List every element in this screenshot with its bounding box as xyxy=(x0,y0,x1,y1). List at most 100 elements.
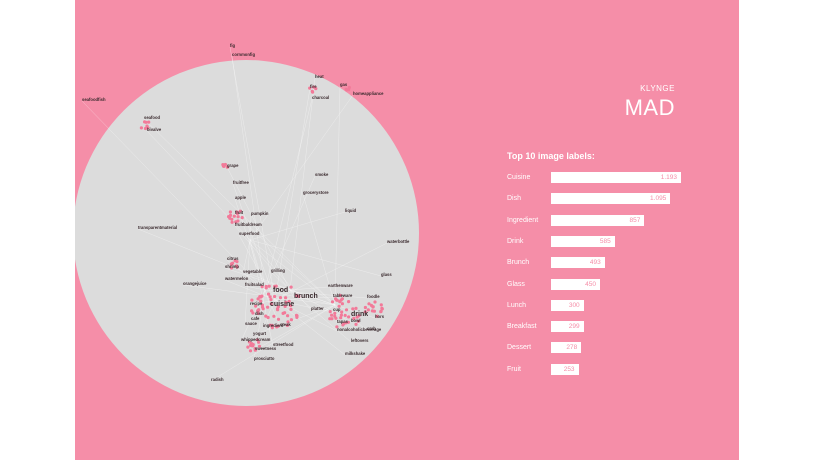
network-node xyxy=(330,313,334,317)
network-node xyxy=(144,120,148,124)
bar-category-label: Cuisine xyxy=(507,174,531,181)
network-label: heat xyxy=(315,74,324,79)
network-node xyxy=(338,293,342,298)
network-edge xyxy=(81,100,266,291)
bar: 300 xyxy=(551,299,584,311)
network-node xyxy=(278,296,283,300)
network-node xyxy=(328,317,332,321)
network-node xyxy=(308,86,312,90)
network-label: hors xyxy=(375,314,385,319)
network-label: sauce xyxy=(245,321,258,326)
network-label: tapas xyxy=(337,319,349,324)
brand-block: KLYNGE MAD xyxy=(625,84,675,121)
network-node xyxy=(230,220,234,224)
network-edge xyxy=(224,279,276,301)
network-edge xyxy=(244,239,251,326)
network-node xyxy=(354,322,358,326)
network-node xyxy=(340,297,344,301)
network-label: steak xyxy=(280,322,291,327)
network-edge xyxy=(249,214,252,241)
network-node xyxy=(289,304,293,308)
network-label: prosciutto xyxy=(254,356,275,361)
network-node xyxy=(240,216,244,220)
network-node xyxy=(284,300,288,304)
network-node xyxy=(248,349,253,353)
network-edge xyxy=(289,289,376,319)
bar: 278 xyxy=(551,342,582,354)
network-node xyxy=(284,296,288,300)
main-panel: fig cornmonfig food cuisine brunch drink seafo… xyxy=(75,0,739,460)
network-edges xyxy=(81,46,388,382)
network-node xyxy=(312,85,316,89)
network-node xyxy=(266,315,270,320)
network-edge xyxy=(332,304,336,312)
network-label: homeappliance xyxy=(353,91,384,96)
network-label: streetfood xyxy=(273,342,294,347)
network-edge xyxy=(226,166,291,291)
network-edge xyxy=(289,289,295,299)
network-edge xyxy=(289,77,316,291)
network-node xyxy=(373,300,377,304)
network-label: shrimp xyxy=(225,264,239,269)
network-label: glass xyxy=(381,272,392,277)
network-node xyxy=(340,302,344,306)
network-node xyxy=(375,314,379,318)
network-node xyxy=(269,298,273,302)
network-edge xyxy=(249,239,312,311)
network-node xyxy=(295,315,299,319)
network-label: apple xyxy=(235,195,247,200)
network-label: smoke xyxy=(315,172,329,177)
network-edge xyxy=(270,271,291,291)
network-node xyxy=(344,308,349,312)
brand-large: MAD xyxy=(624,95,675,120)
network-node xyxy=(347,85,351,90)
network-edge xyxy=(182,284,336,306)
network-node xyxy=(253,348,257,352)
network-label: fruitbaldream xyxy=(235,222,262,227)
bar: 1.193 xyxy=(551,172,681,183)
network-label: cornmonfig xyxy=(232,52,255,57)
network-node xyxy=(347,315,351,319)
network-label: pumpkin xyxy=(251,211,269,216)
network-label: platter xyxy=(311,306,324,311)
network-edge xyxy=(272,291,336,306)
network-edge xyxy=(289,286,329,291)
network-node xyxy=(227,215,231,219)
network-node xyxy=(264,284,268,289)
bar-value-label: 857 xyxy=(629,216,641,224)
bar-category-label: Dessert xyxy=(507,344,532,352)
network-node xyxy=(147,120,151,124)
network-node xyxy=(371,305,375,309)
bar-category-label: Fruit xyxy=(507,365,521,373)
bar-value-label: 493 xyxy=(589,259,601,267)
network-edge xyxy=(234,213,336,306)
network-label: transparentmaterial xyxy=(138,225,177,230)
network-label: food xyxy=(273,287,288,294)
network-node xyxy=(295,293,299,297)
network-node xyxy=(233,259,237,263)
network-label: sweetness xyxy=(255,346,277,351)
network-node xyxy=(346,320,350,324)
network-edge xyxy=(274,299,346,356)
network-node xyxy=(333,311,337,315)
network-edge xyxy=(249,239,271,307)
network-node xyxy=(236,215,240,219)
network-node xyxy=(235,211,239,216)
network-label: fruitsalad xyxy=(245,282,264,287)
bar-value-label: 585 xyxy=(599,237,611,245)
network-label: tableware xyxy=(333,293,353,298)
network-node xyxy=(355,315,359,319)
network-edge xyxy=(274,242,388,301)
network-node xyxy=(270,323,274,327)
network-label: bivalve xyxy=(147,127,162,132)
bar-value-label: 253 xyxy=(563,365,575,373)
network-label: fire xyxy=(310,84,317,89)
network-node xyxy=(276,305,280,309)
network-edge xyxy=(249,239,274,347)
network-edge xyxy=(252,304,336,336)
network-node xyxy=(257,308,261,312)
network-node xyxy=(339,313,343,317)
network-label: dish xyxy=(255,311,264,316)
network-node xyxy=(363,305,367,310)
bar-category-label: Brunch xyxy=(507,259,530,267)
